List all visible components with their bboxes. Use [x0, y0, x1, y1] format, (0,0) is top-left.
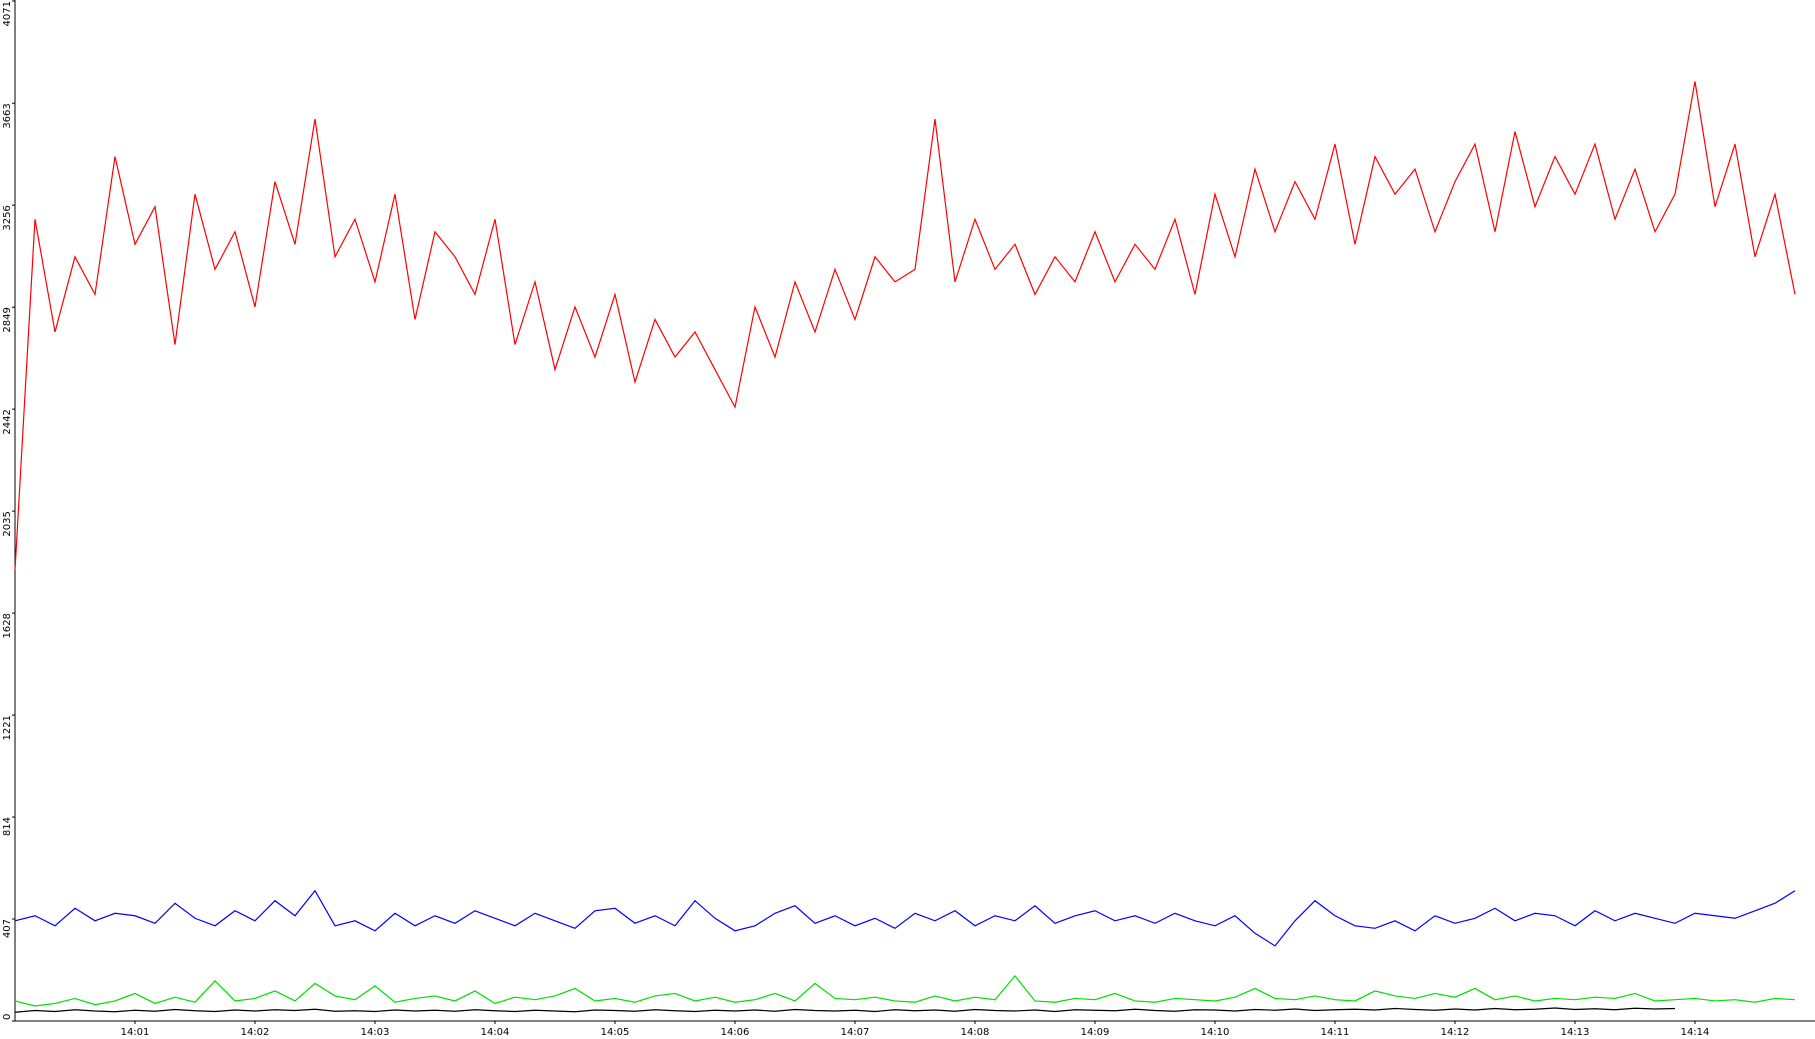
y-tick-label: 1628	[2, 613, 13, 638]
y-tick-label: 407	[2, 919, 13, 938]
y-tick-label: 3256	[2, 205, 13, 230]
y-tick-label: 2849	[2, 307, 13, 332]
x-tick-label: 14:01	[121, 1027, 150, 1038]
series-line	[14, 974, 1796, 1007]
y-tick-label: 814	[2, 817, 13, 836]
x-tick-label: 14:06	[721, 1027, 750, 1038]
y-tick-label: 3663	[2, 103, 13, 128]
x-tick-label: 14:13	[1561, 1027, 1590, 1038]
x-tick-label: 14:08	[961, 1027, 990, 1038]
x-tick-label: 14:11	[1321, 1027, 1350, 1038]
series-line	[14, 81, 1796, 571]
y-tick-label: 2442	[2, 409, 13, 434]
x-tick-label: 14:14	[1681, 1027, 1710, 1038]
x-tick-label: 14:12	[1441, 1027, 1470, 1038]
x-tick-label: 14:04	[481, 1027, 510, 1038]
x-tick-label: 14:07	[841, 1027, 870, 1038]
x-tick-label: 14:09	[1081, 1027, 1110, 1038]
x-tick-label: 14:02	[241, 1027, 270, 1038]
x-tick-label: 14:05	[601, 1027, 630, 1038]
x-tick-label: 14:03	[361, 1027, 390, 1038]
y-tick-label: 0	[2, 1014, 13, 1020]
y-tick-label: 2035	[2, 511, 13, 536]
x-tick-label: 14:10	[1201, 1027, 1230, 1038]
y-tick-label: 1221	[2, 715, 13, 740]
series-line	[14, 1007, 1676, 1013]
series-line	[14, 889, 1796, 947]
y-tick-label: 4071	[2, 1, 13, 26]
